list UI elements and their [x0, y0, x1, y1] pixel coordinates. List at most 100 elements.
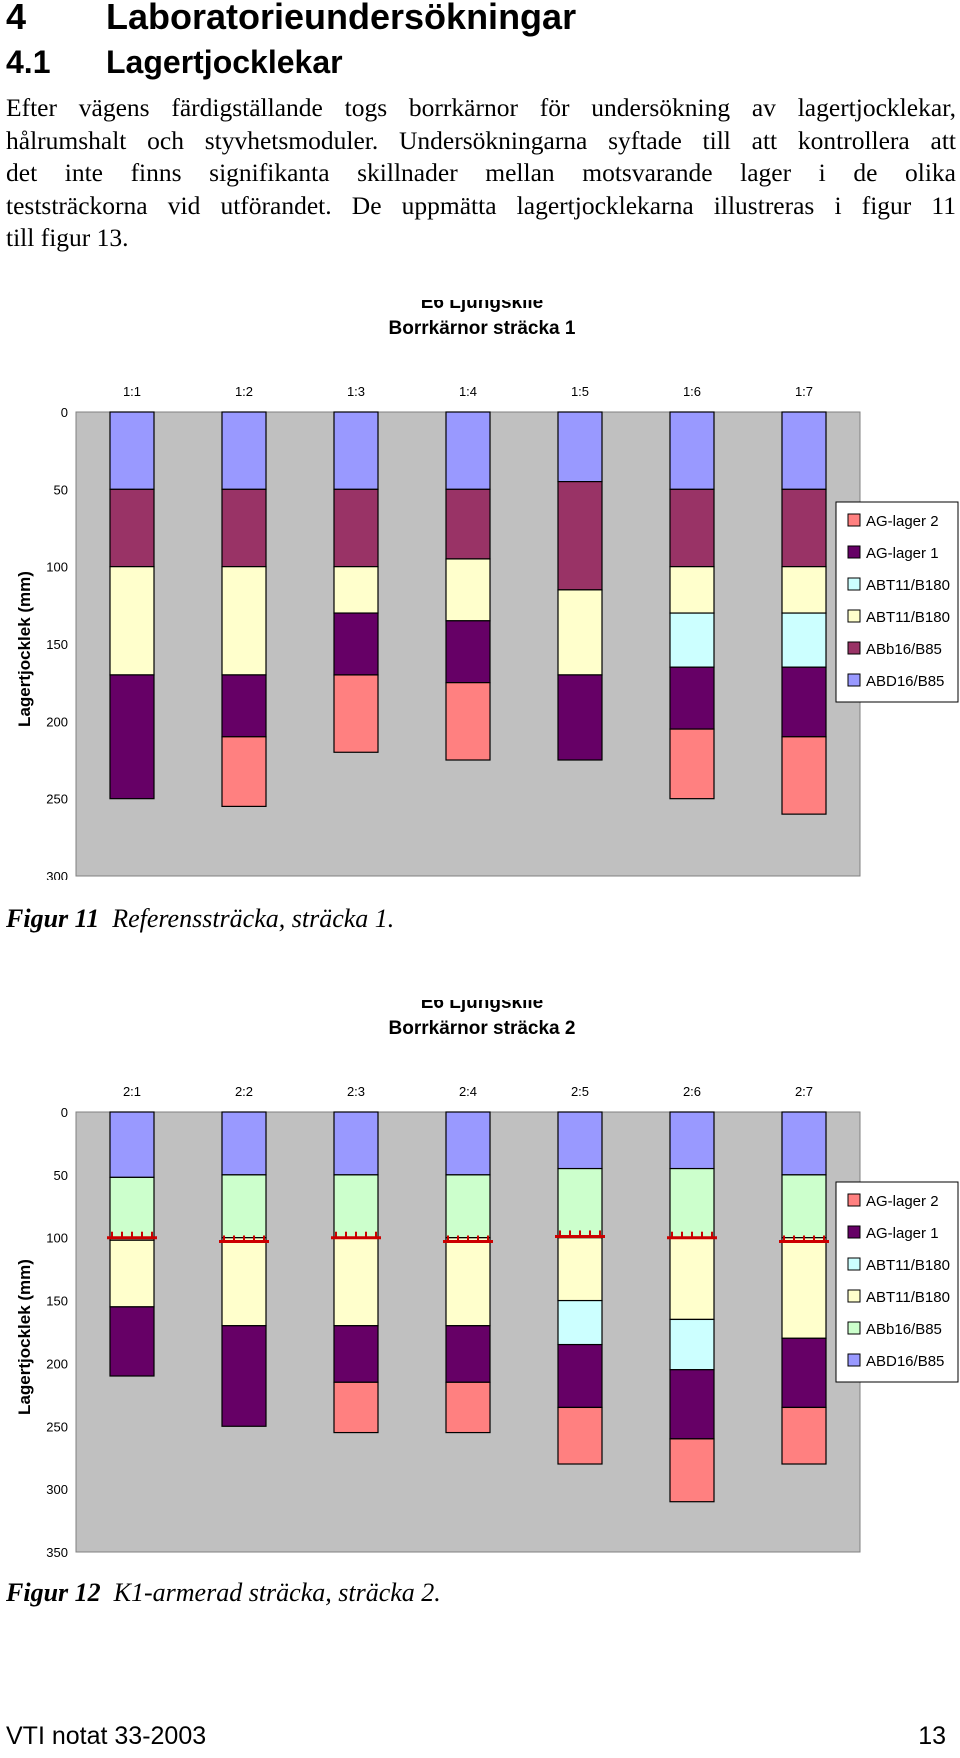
bar-segment	[781, 1174, 827, 1239]
heading-2-number: 4.1	[6, 44, 51, 80]
bar-segment	[445, 1174, 491, 1239]
legend-label: AG-lager 2	[866, 1193, 939, 1210]
bar-segment	[109, 1239, 155, 1308]
figure-12-caption: Figur 12 K1-armerad sträcka, sträcka 2.	[6, 1578, 441, 1608]
y-tick-label: 150	[46, 1294, 68, 1309]
y-tick-label: 150	[46, 637, 68, 652]
chart-title: E6 Ljungskile	[421, 300, 543, 313]
legend-label: ABT11/B180	[866, 577, 950, 594]
category-label: 2:3	[347, 1084, 365, 1099]
category-label: 1:2	[235, 384, 253, 399]
bar-segment	[333, 612, 379, 676]
paragraph-line: det inte finns signifikanta skillnader m…	[6, 158, 956, 188]
bar-segment	[781, 736, 827, 815]
legend-box	[835, 1181, 959, 1383]
category-label: 2:6	[683, 1084, 701, 1099]
y-tick-label: 300	[46, 1482, 68, 1497]
bar-segment	[557, 481, 603, 591]
legend-label: AG-lager 1	[866, 545, 939, 562]
bar-segment	[445, 1325, 491, 1383]
category-label: 1:7	[795, 384, 813, 399]
bar-segment	[781, 1406, 827, 1465]
legend-label: ABT11/B180	[866, 1289, 950, 1306]
chart-legend: AG-lager 2 AG-lager 1 ABT11/B180 ABT11/B180…	[835, 501, 959, 703]
category-label: 1:6	[683, 384, 701, 399]
bar-segment	[669, 666, 715, 730]
bar-segment	[109, 566, 155, 676]
legend-label: AG-lager 2	[866, 513, 939, 530]
chart-legend: AG-lager 2 AG-lager 1 ABT11/B180 ABT11/B180…	[835, 1181, 959, 1383]
chart-stracka-1: E6 Ljungskile Borrkärnor sträcka 1 0 50 100 1…	[0, 300, 960, 880]
chart-subtitle: Borrkärnor sträcka 2	[389, 1018, 576, 1039]
body-paragraph: Efter vägens färdigställande togs borrkä…	[6, 92, 956, 255]
bar-segment	[669, 1438, 715, 1503]
category-label: 1:1	[123, 384, 141, 399]
chart-stracka-2: E6 Ljungskile Borrkärnor sträcka 2 0 50 100 1…	[0, 1000, 960, 1570]
legend-swatch	[847, 1257, 861, 1271]
bar-segment	[333, 674, 379, 753]
bar-segment	[781, 411, 827, 490]
bar-segment	[333, 1174, 379, 1239]
legend-swatch	[847, 513, 861, 527]
bar-segment	[669, 1167, 715, 1239]
bar-segment	[109, 1176, 155, 1241]
legend-swatch	[847, 577, 861, 591]
bar-segment	[669, 488, 715, 568]
legend-swatch	[847, 609, 861, 623]
bar-segment	[557, 674, 603, 761]
y-tick-label: 100	[46, 560, 68, 575]
bar-segment	[669, 566, 715, 614]
bar-segment	[781, 566, 827, 614]
bar-segment	[669, 1237, 715, 1321]
figure-12-label: Figur 12	[6, 1578, 101, 1607]
bar-segment	[333, 1325, 379, 1383]
category-label: 2:7	[795, 1084, 813, 1099]
bar-segment	[109, 488, 155, 568]
heading-2: 4.1 Lagertjocklekar	[6, 44, 343, 81]
legend-label: ABb16/B85	[866, 1321, 942, 1338]
bar-segment	[445, 411, 491, 490]
bar-segment	[445, 488, 491, 560]
y-tick-label: 0	[61, 1105, 68, 1120]
bar-segment	[557, 1343, 603, 1409]
bar-segment	[109, 411, 155, 490]
legend-label: ABD16/B85	[866, 1353, 944, 1370]
footer-page-number: 13	[918, 1722, 946, 1750]
legend-swatch	[847, 1321, 861, 1335]
figure-11-label: Figur 11	[6, 904, 100, 933]
bar-segment	[669, 411, 715, 490]
legend-label: ABD16/B85	[866, 673, 944, 690]
paragraph-line: teststräckorna vid utförandet. De uppmät…	[6, 190, 956, 220]
bar-segment	[221, 1237, 267, 1327]
chart-stracka-2-svg: E6 Ljungskile Borrkärnor sträcka 2 0 50 100 1…	[15, 1000, 959, 1560]
y-tick-label: 250	[46, 1419, 68, 1434]
bar-segment	[333, 1381, 379, 1434]
chart-title: E6 Ljungskile	[421, 1000, 543, 1013]
bar-segment	[781, 612, 827, 668]
bar-segment	[445, 1381, 491, 1434]
paragraph-line: hålrumshalt och styvhetsmoduler. Undersö…	[6, 125, 956, 155]
bar-segment	[333, 1111, 379, 1176]
figure-11-text: Referenssträcka, sträcka 1.	[112, 904, 395, 933]
bar-segment	[669, 612, 715, 668]
category-label: 1:5	[571, 384, 589, 399]
bar-segment	[781, 1111, 827, 1176]
y-tick-label: 200	[46, 714, 68, 729]
bar-segment	[221, 566, 267, 676]
paragraph-line: Efter vägens färdigställande togs borrkä…	[6, 93, 956, 122]
category-label: 1:3	[347, 384, 365, 399]
bar-segment	[221, 1111, 267, 1176]
bar-segment	[333, 1237, 379, 1327]
bar-segment	[109, 1306, 155, 1377]
heading-1: 4 Laboratorieundersökningar	[6, 0, 576, 38]
bar-segment	[333, 566, 379, 614]
bar-segment	[109, 674, 155, 800]
bar-segment	[445, 620, 491, 684]
bar-segment	[557, 411, 603, 483]
footer-publication: VTI notat 33-2003	[6, 1722, 207, 1750]
y-tick-label: 300	[46, 869, 68, 880]
legend-swatch	[847, 641, 861, 655]
category-label: 2:2	[235, 1084, 253, 1099]
bar-segment	[557, 1406, 603, 1465]
bar-segment	[445, 1111, 491, 1176]
